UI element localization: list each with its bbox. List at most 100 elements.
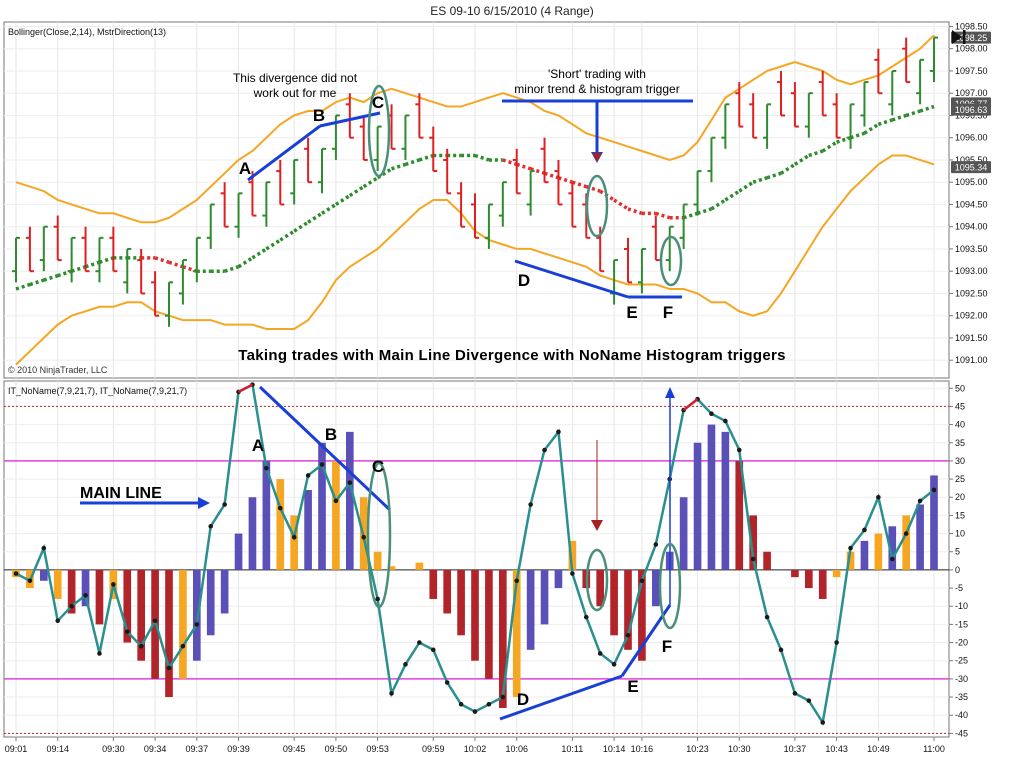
histogram-bar: [290, 515, 299, 570]
price-tick-label: 1092.50: [955, 288, 988, 298]
label-c-top: C: [372, 93, 384, 112]
direction-line-segment: [793, 154, 810, 166]
direction-line-segment: [293, 220, 310, 233]
main-line-point: [166, 665, 172, 671]
direction-line-segment: [544, 171, 559, 180]
histogram-bar: [262, 460, 271, 570]
price-tick-label: 1093.00: [955, 266, 988, 276]
histogram-bar: [318, 442, 326, 570]
price-tick-label: 1091.50: [955, 333, 988, 343]
histogram-bar: [345, 431, 354, 570]
highlight-ellipse-c-bottom: [366, 461, 392, 609]
time-tick-label: 10:11: [561, 744, 583, 754]
direction-line-segment: [15, 282, 31, 291]
histogram-bar: [679, 497, 688, 570]
main-line-point: [778, 647, 784, 653]
main-line-point: [709, 411, 714, 416]
main-line-point: [903, 531, 909, 536]
direction-line-segment: [154, 256, 170, 264]
main-line-point: [917, 498, 923, 504]
time-tick-label: 10:02: [464, 744, 487, 754]
histogram-bar: [179, 569, 187, 679]
divergence-note-line1: This divergence did not: [233, 71, 358, 85]
divergence-line-ac-bottom: [258, 385, 392, 512]
direction-line-segment: [766, 171, 782, 180]
main-line-point: [625, 632, 631, 638]
main-line-arrow: [198, 497, 210, 509]
main-line-point: [764, 614, 770, 620]
main-line-point: [291, 534, 297, 540]
direction-line-segment: [391, 162, 406, 171]
main-line-point: [111, 582, 116, 587]
label-e-bottom: E: [627, 677, 638, 696]
histogram-bar: [512, 569, 521, 698]
histogram-bar: [192, 569, 201, 661]
time-tick-label: 09:37: [186, 744, 209, 754]
bollinger-upper-line: [15, 34, 935, 224]
time-tick-label: 11:00: [923, 744, 945, 754]
histogram-bar: [81, 569, 90, 607]
time-tick-label: 10:37: [784, 744, 807, 754]
main-line-point: [653, 542, 659, 547]
price-tick-label: 1094.00: [955, 222, 988, 232]
direction-line-segment: [613, 198, 629, 211]
osc-tick-label: 0: [955, 565, 960, 575]
main-line-point: [361, 534, 367, 540]
short-note-line2: minor trend & histogram trigger: [514, 82, 679, 96]
price-tick-label: 1097.00: [955, 88, 988, 98]
histogram-bar: [332, 460, 340, 570]
direction-line-segment: [821, 140, 838, 153]
direction-line-segment: [877, 118, 893, 127]
histogram-bar: [693, 442, 702, 570]
oscillator-panel: [3, 380, 950, 738]
skip-to-end-icon[interactable]: [952, 30, 966, 44]
label-e-top: E: [626, 303, 637, 322]
price-tick-label: 1096.00: [955, 133, 988, 143]
histogram-bar: [610, 569, 618, 636]
main-line-point: [97, 651, 102, 656]
time-tick-label: 09:50: [325, 744, 348, 754]
histogram-bar: [95, 569, 104, 625]
histogram-bar: [888, 526, 897, 570]
direction-line-segment: [362, 176, 379, 189]
main-line-point: [305, 473, 311, 478]
direction-line-segment: [85, 260, 100, 269]
histogram-bar: [791, 569, 799, 578]
main-line-point: [597, 651, 603, 656]
histogram-bar: [818, 569, 827, 599]
label-f-bottom: F: [662, 637, 672, 656]
main-line-point: [333, 498, 339, 504]
main-line-point: [806, 698, 812, 703]
divergence-line-de-bottom: [499, 674, 623, 721]
osc-tick-label: 35: [955, 438, 965, 448]
time-tick-label: 10:23: [686, 744, 709, 754]
divergence-note-line2: work out for me: [253, 86, 337, 100]
main-line-point: [639, 578, 645, 584]
main-line-point: [486, 702, 492, 707]
main-line-point: [430, 647, 436, 653]
main-line-point: [862, 527, 867, 533]
main-line-point: [931, 487, 937, 493]
osc-tick-label: -40: [955, 710, 968, 720]
direction-line-segment: [891, 113, 907, 122]
main-line-point: [723, 418, 728, 424]
main-line-label: MAIN LINE: [80, 485, 162, 502]
time-tick-label: 09:59: [422, 744, 445, 754]
histogram-bar: [763, 551, 771, 570]
price-indicator-label: Bollinger(Close,2,14), MstrDirection(13): [8, 27, 166, 37]
direction-line-segment: [279, 229, 296, 242]
main-line-point: [264, 465, 269, 471]
long-trigger-arrow: [665, 387, 675, 398]
main-line-point: [542, 447, 547, 453]
direction-line-segment: [474, 153, 490, 162]
time-tick-label: 10:16: [631, 744, 654, 754]
main-line-point: [13, 571, 19, 576]
histogram-bar: [485, 569, 493, 679]
time-tick-label: 09:45: [283, 744, 306, 754]
histogram-bar: [234, 533, 243, 570]
main-line-point: [138, 643, 144, 649]
time-tick-label: 10:30: [728, 744, 751, 754]
highlight-ellipse-f: [659, 235, 683, 287]
chart-caption: Taking trades with Main Line Divergence …: [238, 347, 786, 364]
histogram-bar: [568, 540, 577, 570]
